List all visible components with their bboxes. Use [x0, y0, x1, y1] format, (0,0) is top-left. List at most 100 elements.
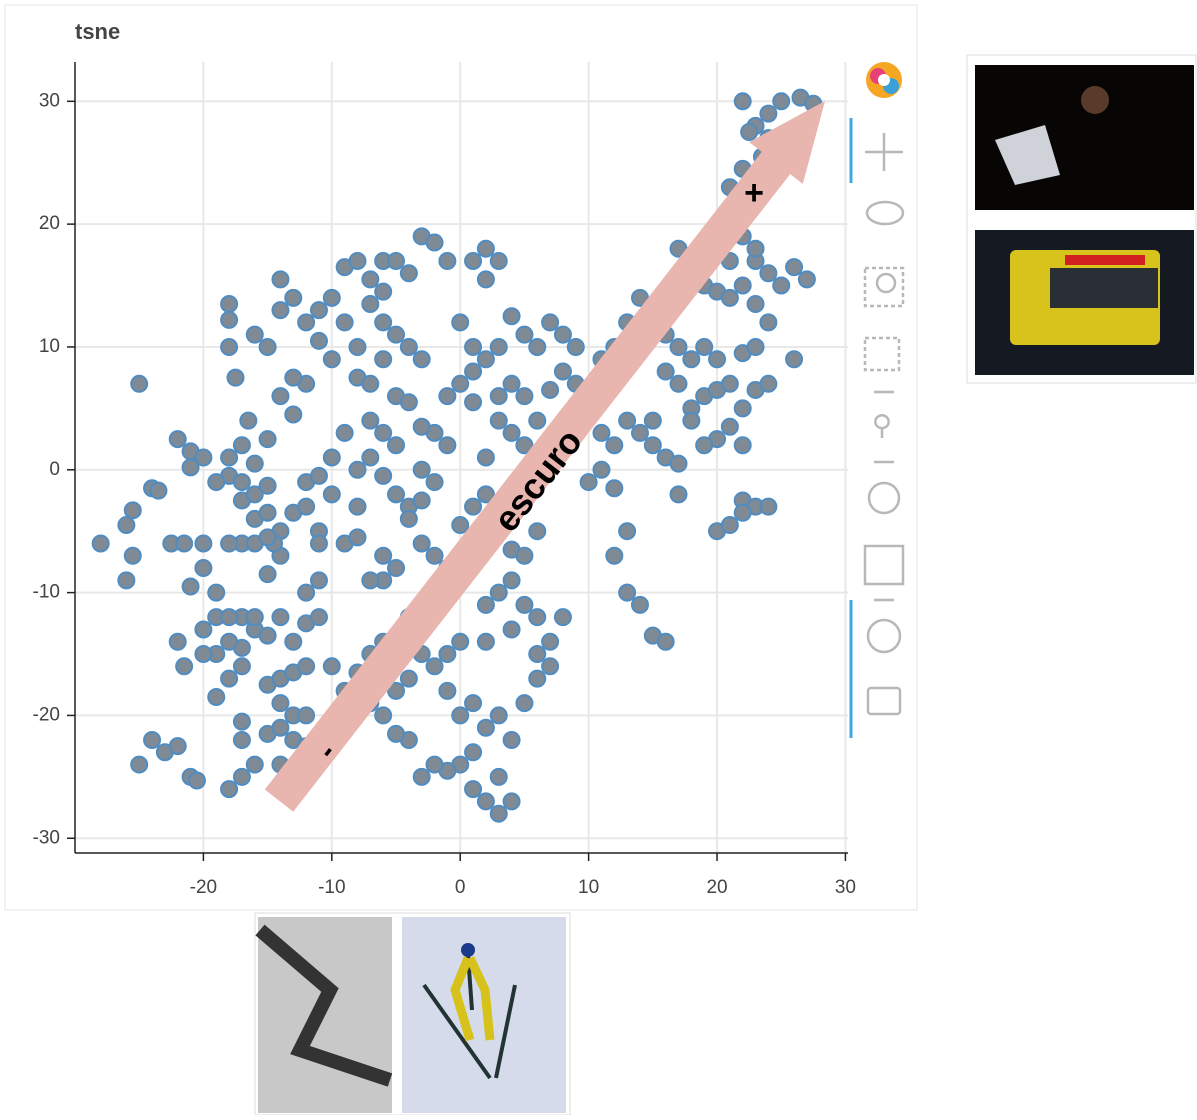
point: [439, 437, 455, 453]
point: [529, 523, 545, 539]
point: [683, 413, 699, 429]
point: [349, 462, 365, 478]
point: [176, 658, 192, 674]
point: [221, 634, 237, 650]
point: [125, 548, 141, 564]
face: [1081, 86, 1109, 114]
point: [311, 535, 327, 551]
point: [349, 253, 365, 269]
point: [696, 339, 712, 355]
point: [247, 456, 263, 472]
point: [221, 781, 237, 797]
point: [195, 535, 211, 551]
point: [427, 548, 443, 564]
point: [606, 480, 622, 496]
point: [311, 572, 327, 588]
point: [228, 370, 244, 386]
point: [125, 502, 141, 518]
point: [478, 450, 494, 466]
point: [735, 437, 751, 453]
point: [337, 314, 353, 330]
point: [542, 382, 558, 398]
point: [247, 327, 263, 343]
point: [568, 339, 584, 355]
point: [176, 535, 192, 551]
point: [529, 609, 545, 625]
point: [362, 450, 378, 466]
point: [131, 757, 147, 773]
point: [722, 290, 738, 306]
point: [208, 689, 224, 705]
point: [285, 634, 301, 650]
point: [375, 284, 391, 300]
point: [221, 609, 237, 625]
point: [260, 566, 276, 582]
point: [465, 394, 481, 410]
point: [760, 499, 776, 515]
point: [529, 339, 545, 355]
point: [324, 450, 340, 466]
y-tick-label: 10: [39, 336, 60, 357]
point: [491, 388, 507, 404]
point: [619, 523, 635, 539]
logo-part: [878, 74, 890, 86]
bus-sign: [1065, 255, 1145, 265]
point: [439, 388, 455, 404]
point: [195, 621, 211, 637]
point: [748, 339, 764, 355]
point: [735, 505, 751, 521]
x-tick-label: 30: [835, 877, 856, 898]
point: [93, 535, 109, 551]
y-tick-label: -10: [33, 582, 60, 603]
point: [388, 486, 404, 502]
point: [260, 505, 276, 521]
point: [375, 548, 391, 564]
point: [208, 585, 224, 601]
point: [414, 535, 430, 551]
point: [555, 364, 571, 380]
point: [542, 658, 558, 674]
point: [298, 658, 314, 674]
point: [324, 658, 340, 674]
point: [516, 548, 532, 564]
x-tick-label: -20: [190, 877, 217, 898]
point: [696, 437, 712, 453]
wheel-zoom-tool[interactable]: ⚲: [872, 409, 893, 440]
point: [555, 327, 571, 343]
point: [427, 658, 443, 674]
point: [606, 437, 622, 453]
point: [465, 695, 481, 711]
point: [195, 560, 211, 576]
point: [658, 634, 674, 650]
point: [208, 474, 224, 490]
point: [516, 327, 532, 343]
point: [150, 483, 166, 499]
x-tick-label: 10: [578, 877, 599, 898]
point: [234, 732, 250, 748]
point: [491, 413, 507, 429]
point: [465, 339, 481, 355]
point: [504, 308, 520, 324]
point: [491, 253, 507, 269]
point: [760, 265, 776, 281]
point: [260, 431, 276, 447]
point: [478, 351, 494, 367]
point: [516, 388, 532, 404]
point: [414, 419, 430, 435]
point: [773, 278, 789, 294]
point: [529, 413, 545, 429]
point: [388, 327, 404, 343]
point: [272, 271, 288, 287]
point: [272, 695, 288, 711]
point: [234, 474, 250, 490]
point: [324, 486, 340, 502]
point: [388, 560, 404, 576]
point: [414, 769, 430, 785]
point: [221, 450, 237, 466]
point: [362, 376, 378, 392]
annotation: +: [744, 174, 764, 212]
point: [362, 413, 378, 429]
point: [722, 376, 738, 392]
point: [170, 738, 186, 754]
chart: tsne -20-100102030-30-20-100102030 escur…: [0, 0, 1197, 1115]
